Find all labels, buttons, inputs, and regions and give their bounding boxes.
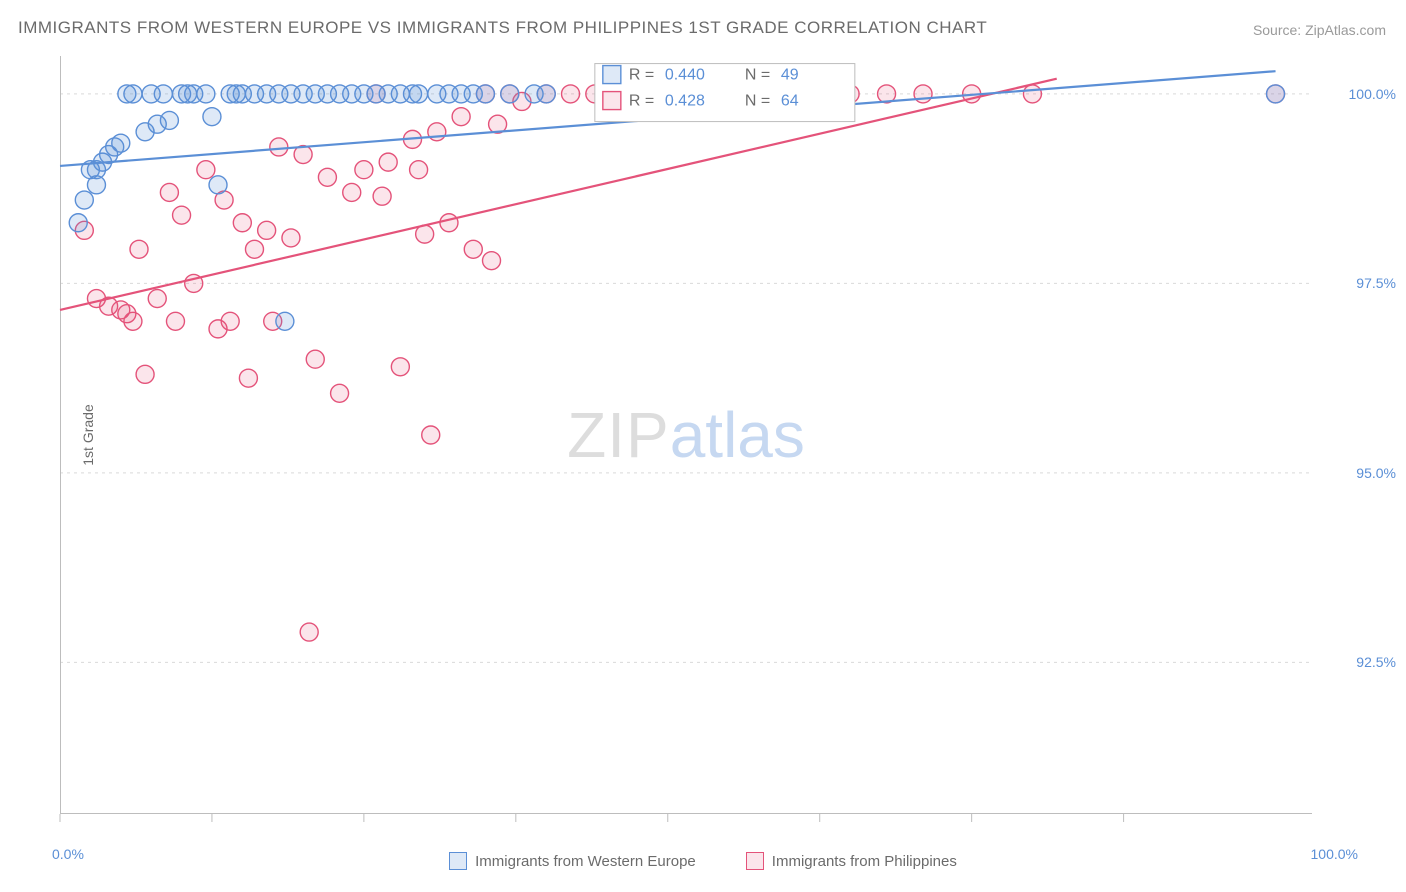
svg-text:64: 64 xyxy=(781,93,799,110)
svg-text:N =: N = xyxy=(745,93,770,110)
y-tick-label: 95.0% xyxy=(1356,465,1396,481)
y-tick-label: 97.5% xyxy=(1356,275,1396,291)
svg-text:49: 49 xyxy=(781,67,799,84)
legend-label: Immigrants from Philippines xyxy=(772,853,957,870)
source-label: Source: ZipAtlas.com xyxy=(1253,22,1386,38)
svg-text:R =: R = xyxy=(629,67,654,84)
legend-swatch-icon xyxy=(746,852,764,870)
legend-swatch-icon xyxy=(449,852,467,870)
legend-label: Immigrants from Western Europe xyxy=(475,853,696,870)
chart-title: IMMIGRANTS FROM WESTERN EUROPE VS IMMIGR… xyxy=(18,18,987,38)
legend-item-philippines: Immigrants from Philippines xyxy=(746,852,957,870)
svg-text:R =: R = xyxy=(629,93,654,110)
y-tick-label: 100.0% xyxy=(1349,86,1396,102)
legend-item-western-europe: Immigrants from Western Europe xyxy=(449,852,696,870)
y-tick-label: 92.5% xyxy=(1356,654,1396,670)
svg-text:0.428: 0.428 xyxy=(665,93,705,110)
bottom-legend: Immigrants from Western Europe Immigrant… xyxy=(0,852,1406,870)
svg-text:0.440: 0.440 xyxy=(665,67,705,84)
scatter-chart: R = 0.440 N = 49 R = 0.428 N = 64 xyxy=(60,56,1312,814)
plot-area: 1st Grade R = 0.440 N = 49 R = 0.428 N = 64… xyxy=(60,56,1312,814)
svg-text:N =: N = xyxy=(745,67,770,84)
y-axis-label: 1st Grade xyxy=(80,404,96,465)
